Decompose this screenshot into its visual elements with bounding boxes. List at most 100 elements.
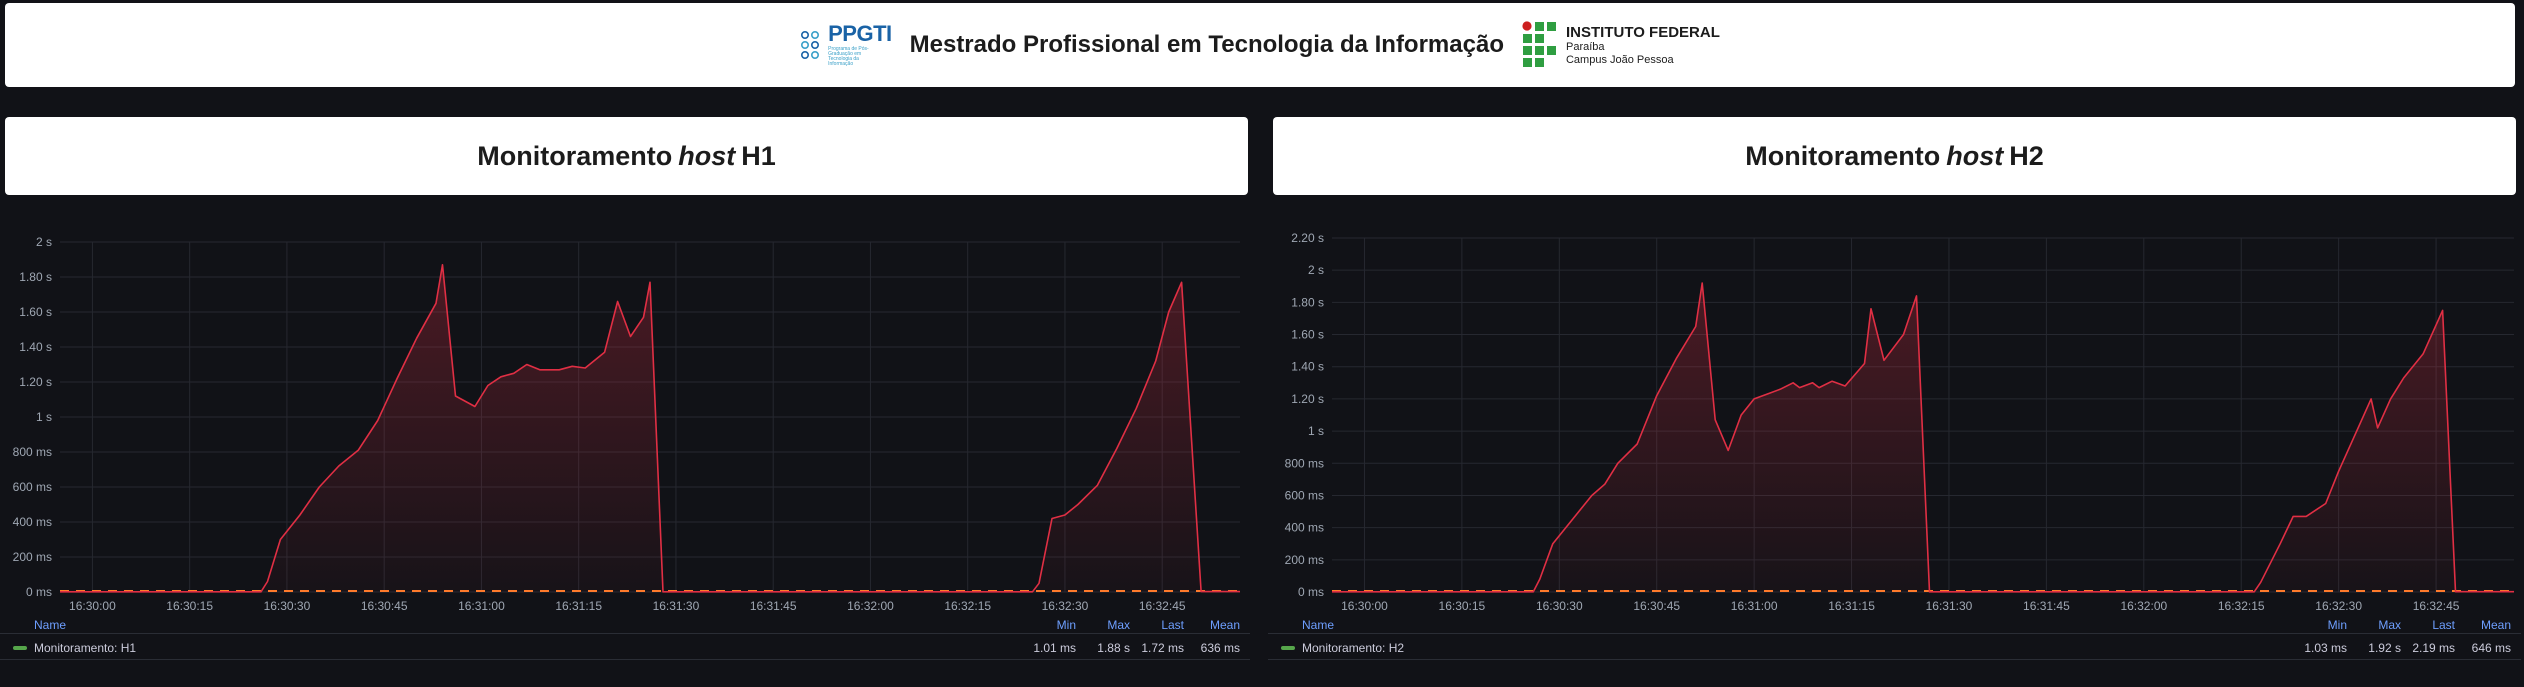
- data-point[interactable]: [299, 514, 301, 516]
- data-point[interactable]: [604, 351, 606, 353]
- data-point[interactable]: [1799, 387, 1801, 389]
- legend-header-last[interactable]: Last: [1161, 618, 1184, 632]
- data-point[interactable]: [1064, 514, 1066, 516]
- data-point[interactable]: [455, 395, 457, 397]
- data-point[interactable]: [2260, 582, 2262, 584]
- legend-series-name[interactable]: Monitoramento: H1: [34, 641, 137, 655]
- chart-h2[interactable]: 0 ms 200 ms 400 ms 600 ms 800 ms 1 s 1.20 s 1.4…: [1268, 230, 2524, 620]
- data-point[interactable]: [1051, 518, 1053, 520]
- data-point[interactable]: [1753, 398, 1755, 400]
- data-point[interactable]: [539, 369, 541, 371]
- data-point[interactable]: [1331, 591, 1333, 593]
- data-point[interactable]: [662, 591, 664, 593]
- data-point[interactable]: [357, 449, 359, 451]
- series-line[interactable]: [1332, 282, 2514, 593]
- data-point[interactable]: [1844, 385, 1846, 387]
- data-point[interactable]: [2338, 471, 2340, 473]
- data-point[interactable]: [280, 539, 282, 541]
- data-point[interactable]: [1714, 419, 1716, 421]
- chart-h1[interactable]: 0 ms 200 ms 400 ms 600 ms 800 ms 1 s 1.20 s 1.4…: [0, 230, 1262, 620]
- data-point[interactable]: [2422, 353, 2424, 355]
- data-point[interactable]: [2377, 427, 2379, 429]
- legend-series-name[interactable]: Monitoramento: H2: [1302, 641, 1405, 655]
- legend-header-mean[interactable]: Mean: [1209, 618, 1240, 632]
- legend-header-last[interactable]: Last: [2432, 618, 2455, 632]
- data-point[interactable]: [2253, 591, 2255, 593]
- data-point[interactable]: [1727, 450, 1729, 452]
- legend-header-name[interactable]: Name: [1302, 618, 1335, 632]
- data-point[interactable]: [474, 406, 476, 408]
- data-point[interactable]: [1695, 326, 1697, 328]
- series-line[interactable]: [60, 264, 1240, 593]
- data-point[interactable]: [338, 465, 340, 467]
- data-point[interactable]: [1116, 448, 1118, 450]
- data-point[interactable]: [649, 281, 651, 283]
- data-point[interactable]: [1870, 308, 1872, 310]
- data-point[interactable]: [1883, 359, 1885, 361]
- data-point[interactable]: [2279, 543, 2281, 545]
- data-point[interactable]: [1135, 407, 1137, 409]
- data-point[interactable]: [558, 369, 560, 371]
- data-point[interactable]: [1818, 387, 1820, 389]
- data-point[interactable]: [2292, 516, 2294, 518]
- data-point[interactable]: [1533, 591, 1535, 593]
- data-point[interactable]: [1032, 591, 1034, 593]
- data-point[interactable]: [1200, 591, 1202, 593]
- data-point[interactable]: [630, 336, 632, 338]
- data-point[interactable]: [1181, 281, 1183, 283]
- data-point[interactable]: [267, 581, 269, 583]
- data-point[interactable]: [1591, 495, 1593, 497]
- legend-header-name[interactable]: Name: [34, 618, 67, 632]
- data-point[interactable]: [1077, 504, 1079, 506]
- data-point[interactable]: [500, 376, 502, 378]
- data-point[interactable]: [1831, 380, 1833, 382]
- data-point[interactable]: [1675, 358, 1677, 360]
- data-point[interactable]: [2325, 503, 2327, 505]
- data-point[interactable]: [571, 365, 573, 367]
- series-color-swatch[interactable]: [1281, 646, 1295, 650]
- data-point[interactable]: [2442, 310, 2444, 312]
- legend-header-max[interactable]: Max: [2378, 618, 2401, 632]
- data-point[interactable]: [1656, 395, 1658, 397]
- data-point[interactable]: [487, 385, 489, 387]
- data-point[interactable]: [1097, 484, 1099, 486]
- data-point[interactable]: [1571, 519, 1573, 521]
- data-point[interactable]: [1766, 393, 1768, 395]
- data-point[interactable]: [1168, 311, 1170, 313]
- data-point[interactable]: [435, 302, 437, 304]
- data-point[interactable]: [396, 378, 398, 380]
- data-point[interactable]: [1239, 591, 1241, 593]
- data-point[interactable]: [59, 591, 61, 593]
- data-point[interactable]: [1740, 414, 1742, 416]
- data-point[interactable]: [1636, 443, 1638, 445]
- legend-header-mean[interactable]: Mean: [2480, 618, 2511, 632]
- legend-header-min[interactable]: Min: [2327, 618, 2347, 632]
- data-point[interactable]: [513, 372, 515, 374]
- data-point[interactable]: [260, 591, 262, 593]
- data-point[interactable]: [584, 367, 586, 369]
- data-point[interactable]: [1701, 282, 1703, 284]
- data-point[interactable]: [1155, 360, 1157, 362]
- data-point[interactable]: [1916, 295, 1918, 297]
- data-point[interactable]: [377, 420, 379, 422]
- data-point[interactable]: [2305, 516, 2307, 518]
- data-point[interactable]: [1604, 483, 1606, 485]
- series-color-swatch[interactable]: [13, 646, 27, 650]
- data-point[interactable]: [442, 264, 444, 266]
- legend-series-row[interactable]: Monitoramento: H2 1.03 ms 1.92 s 2.19 ms…: [1268, 637, 2521, 660]
- legend-header-min[interactable]: Min: [1056, 618, 1076, 632]
- data-point[interactable]: [1038, 582, 1040, 584]
- data-point[interactable]: [2390, 398, 2392, 400]
- data-point[interactable]: [643, 316, 645, 318]
- data-point[interactable]: [1539, 578, 1541, 580]
- data-point[interactable]: [1552, 543, 1554, 545]
- data-point[interactable]: [2513, 591, 2515, 593]
- data-point[interactable]: [1903, 334, 1905, 336]
- data-point[interactable]: [1617, 462, 1619, 464]
- legend-series-row[interactable]: Monitoramento: H1 1.01 ms 1.88 s 1.72 ms…: [0, 637, 1250, 660]
- data-point[interactable]: [2455, 591, 2457, 593]
- data-point[interactable]: [2357, 427, 2359, 429]
- legend-header-max[interactable]: Max: [1107, 618, 1130, 632]
- data-point[interactable]: [2370, 398, 2372, 400]
- data-point[interactable]: [2403, 377, 2405, 379]
